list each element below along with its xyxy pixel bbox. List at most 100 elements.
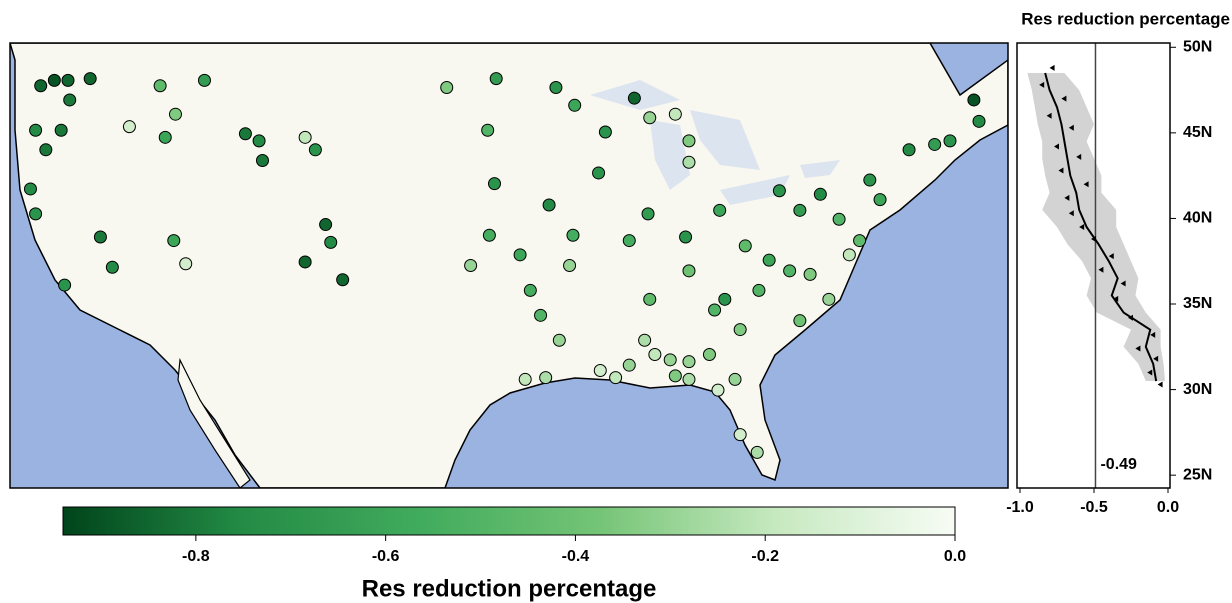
- station: [197, 73, 211, 87]
- profile-point: [1058, 167, 1064, 174]
- station: [167, 234, 181, 248]
- station: [549, 81, 563, 94]
- station: [967, 93, 981, 107]
- colorbar-tick-label: -0.8: [182, 548, 210, 565]
- station: [47, 73, 61, 87]
- station: [972, 114, 986, 128]
- station: [832, 212, 846, 226]
- colorbar-axis: -0.8 -0.6 -0.4 -0.2 0.0: [182, 535, 966, 565]
- station: [29, 123, 43, 137]
- mean-label: -0.49: [1100, 456, 1137, 473]
- station: [813, 187, 827, 201]
- station: [772, 184, 786, 198]
- station: [238, 127, 252, 141]
- station: [179, 257, 193, 271]
- station: [627, 91, 641, 105]
- station: [822, 292, 836, 306]
- panel-frame: [1016, 42, 1171, 489]
- station: [643, 111, 657, 125]
- profile-point: [1108, 253, 1114, 260]
- map-base: [10, 43, 1008, 488]
- station: [728, 372, 742, 386]
- station: [489, 72, 503, 86]
- station: [566, 228, 580, 242]
- station: [682, 134, 696, 148]
- station: [853, 234, 867, 248]
- station: [39, 143, 53, 157]
- station: [552, 333, 566, 347]
- station: [563, 259, 577, 272]
- profile-point: [1049, 64, 1055, 71]
- colorbar-tick-label: -0.2: [751, 548, 779, 565]
- profile-point: [1046, 112, 1052, 119]
- station: [539, 371, 553, 385]
- station: [93, 230, 107, 244]
- colorbar: [62, 506, 956, 536]
- station: [29, 207, 43, 221]
- station: [668, 369, 682, 383]
- station: [928, 137, 942, 151]
- station: [842, 248, 856, 262]
- station: [23, 182, 37, 196]
- station: [298, 130, 312, 144]
- profile-point: [1039, 81, 1045, 88]
- profile-point: [1054, 143, 1059, 150]
- station: [336, 273, 350, 287]
- station: [83, 72, 97, 86]
- station: [641, 207, 655, 221]
- profile-point: [1068, 210, 1074, 217]
- station: [863, 173, 877, 187]
- station: [762, 253, 776, 267]
- station: [105, 260, 119, 274]
- profile-point: [1079, 223, 1085, 230]
- land: [10, 43, 1008, 488]
- y-tick-label: 40N: [1183, 210, 1212, 227]
- profile-point: [1076, 153, 1082, 160]
- station: [54, 123, 68, 137]
- station: [523, 283, 537, 297]
- station: [518, 372, 532, 386]
- station: [702, 348, 716, 361]
- profile-point: [1153, 355, 1159, 362]
- station: [733, 428, 747, 442]
- station: [513, 248, 527, 262]
- y-tick-label: 30N: [1183, 381, 1212, 398]
- profile-point: [1120, 280, 1126, 287]
- y-tick-label: 50N: [1183, 38, 1212, 55]
- station: [711, 383, 725, 397]
- great-lakes: [590, 80, 840, 205]
- station: [319, 218, 333, 232]
- station: [324, 235, 338, 249]
- station: [803, 267, 817, 281]
- profile-point: [1113, 295, 1119, 302]
- station: [873, 193, 887, 207]
- profile-point: [1150, 331, 1156, 338]
- profile-point: [1083, 181, 1089, 188]
- station: [793, 314, 807, 328]
- profile-point: [1098, 266, 1104, 273]
- colorbar-tick-label: -0.6: [372, 548, 400, 565]
- station: [750, 445, 764, 459]
- station: [34, 79, 48, 93]
- station: [487, 177, 501, 191]
- profile-point: [1128, 314, 1133, 321]
- profile-line: [1044, 72, 1158, 382]
- station: [738, 239, 752, 253]
- profile-point: [1068, 124, 1074, 131]
- station: [542, 198, 556, 212]
- x-tick-label: -0.5: [1080, 499, 1108, 516]
- station: [643, 292, 657, 306]
- colorbar-tick-label: -0.4: [562, 548, 590, 565]
- station: [440, 81, 454, 94]
- station: [598, 125, 612, 139]
- station: [63, 93, 77, 107]
- x-tick-label: -1.0: [1006, 499, 1034, 516]
- baja: [177, 357, 251, 488]
- station: [682, 372, 696, 386]
- station: [252, 134, 266, 148]
- x-tick-label: 0.0: [1157, 499, 1179, 516]
- station: [593, 364, 607, 378]
- station: [255, 153, 269, 167]
- station: [168, 107, 182, 121]
